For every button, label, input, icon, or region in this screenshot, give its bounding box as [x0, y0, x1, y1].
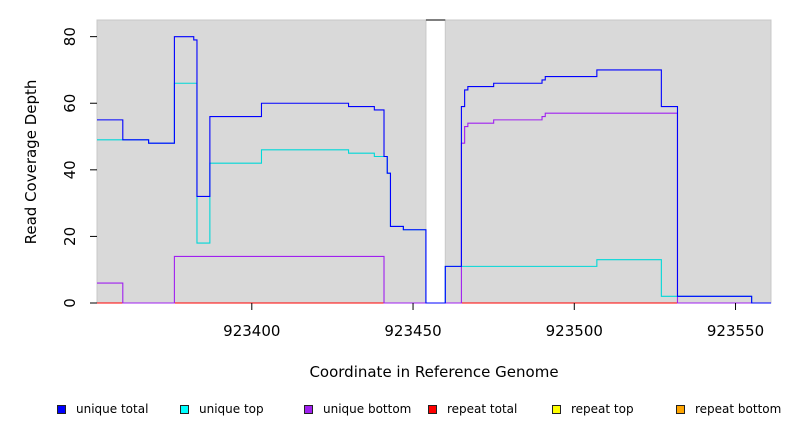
legend-swatch: [180, 404, 189, 414]
legend-label: unique total: [76, 402, 149, 416]
legend-item-unique-total: unique total: [57, 400, 148, 418]
legend-item-unique-bottom: unique bottom: [304, 400, 411, 418]
legend-swatch: [676, 404, 685, 414]
legend-label: repeat bottom: [695, 402, 782, 416]
plot-background: [96, 19, 772, 304]
legend-label: repeat top: [571, 402, 634, 416]
series-unique-bottom: [97, 112, 771, 304]
legend-swatch: [552, 404, 561, 414]
y-tick-label: 80: [61, 27, 79, 46]
legend-label: unique top: [199, 402, 264, 416]
legend-swatch: [428, 404, 437, 414]
legend-item-repeat-total: repeat total: [428, 400, 517, 418]
coverage-chart: 0 20 40 60 80 923400 923450 923500 923550 Coordi…: [22, 19, 772, 381]
x-axis-label: Coordinate in Reference Genome: [309, 363, 558, 381]
legend-item-unique-top: unique top: [180, 400, 264, 418]
y-tick-label: 0: [61, 298, 79, 308]
x-tick-label: 923550: [707, 322, 764, 340]
series-layer: [97, 36, 771, 304]
legend: unique total unique top unique bottom repea…: [0, 400, 792, 418]
y-tick-label: 20: [61, 227, 79, 246]
axes: 0 20 40 60 80 923400 923450 923500 923550: [61, 27, 764, 340]
legend-item-repeat-bottom: repeat bottom: [676, 400, 781, 418]
x-tick-label: 923400: [223, 322, 280, 340]
y-tick-label: 60: [61, 94, 79, 113]
legend-label: repeat total: [447, 402, 518, 416]
plot-panel-right: [444, 19, 772, 304]
legend-label: unique bottom: [323, 402, 412, 416]
x-tick-label: 923500: [546, 322, 603, 340]
y-tick-label: 40: [61, 160, 79, 179]
legend-item-repeat-top: repeat top: [552, 400, 634, 418]
series-unique-total: [97, 36, 771, 304]
x-tick-label: 923450: [384, 322, 441, 340]
y-axis-label: Read Coverage Depth: [22, 80, 40, 245]
legend-swatch: [304, 404, 313, 414]
legend-swatch: [57, 404, 66, 414]
